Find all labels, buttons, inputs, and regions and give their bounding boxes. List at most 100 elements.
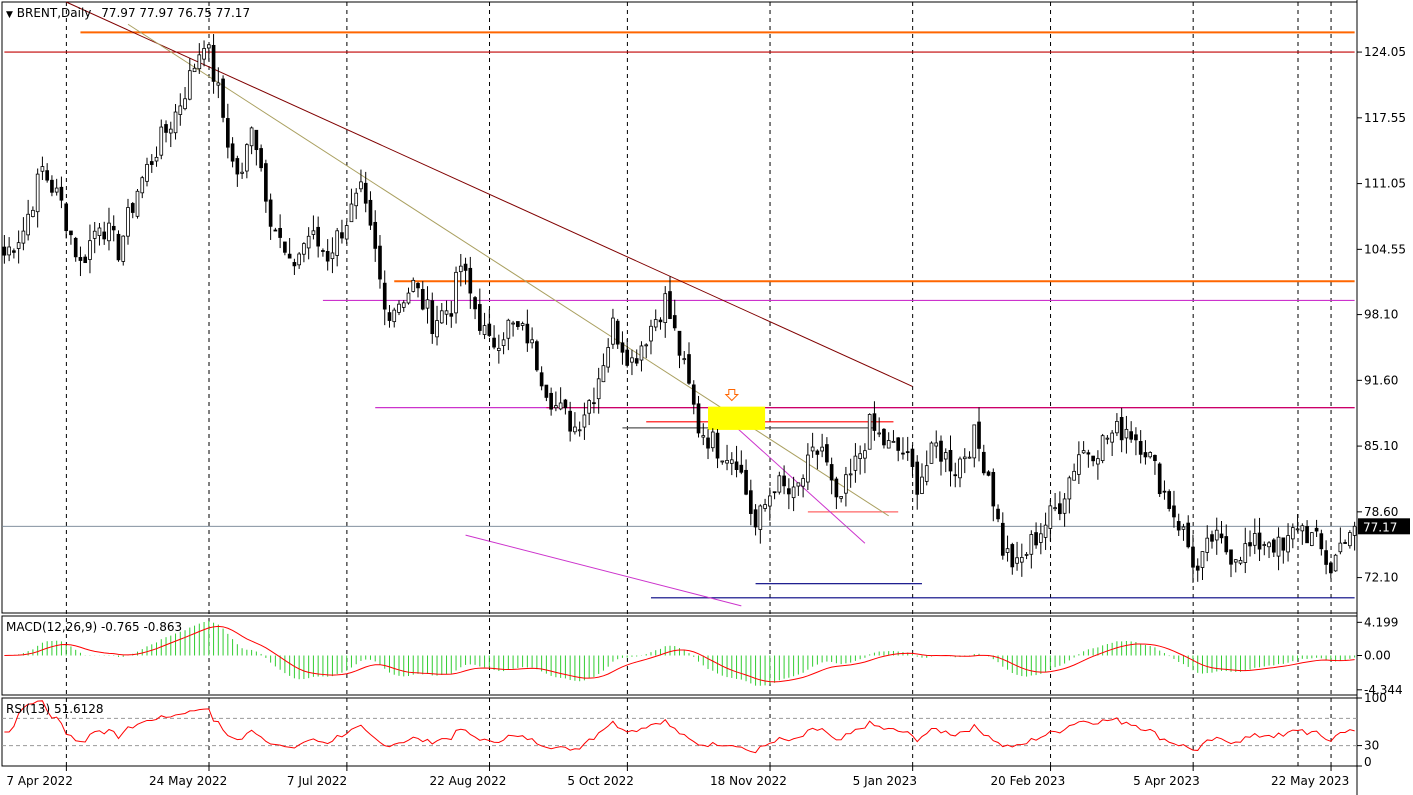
bear-candle <box>772 491 777 494</box>
bull-candle <box>891 440 896 443</box>
bull-candle <box>16 242 21 249</box>
macd-label: MACD(12,26,9) -0.765 -0.863 <box>6 620 183 634</box>
bull-candle <box>530 339 534 344</box>
bear-candle <box>1329 562 1333 574</box>
bear-candle <box>539 372 544 387</box>
bear-candle <box>896 437 901 451</box>
bull-candle <box>1214 529 1219 541</box>
bull-candle <box>126 207 130 237</box>
bull-candle <box>577 429 582 432</box>
bull-candle <box>653 319 658 328</box>
bull-candle <box>197 54 202 70</box>
bear-candle <box>149 161 154 165</box>
bear-candle <box>416 283 420 289</box>
bull-candle <box>21 230 26 244</box>
y-tick-label: 85.10 <box>1364 439 1398 453</box>
bear-candle <box>696 403 701 434</box>
bear-candle <box>1186 522 1191 548</box>
bull-candle <box>720 460 725 463</box>
bull-candle <box>1072 470 1076 481</box>
bull-candle <box>920 476 924 494</box>
bull-candle <box>1290 527 1295 540</box>
rsi-y-tick-label: 100 <box>1364 691 1387 705</box>
bear-candle <box>748 490 753 514</box>
bear-candle <box>687 354 691 384</box>
bear-candle <box>706 437 710 449</box>
bear-candle <box>939 440 943 462</box>
bull-candle <box>454 271 458 314</box>
bear-candle <box>549 392 553 410</box>
bear-candle <box>273 229 278 232</box>
bear-candle <box>1224 536 1229 553</box>
bear-candle <box>221 78 225 118</box>
bull-candle <box>924 465 929 482</box>
bull-candle <box>573 426 577 433</box>
bear-candle <box>981 451 986 474</box>
bear-candle <box>316 226 320 247</box>
bear-candle <box>430 300 435 335</box>
bear-candle <box>1229 549 1233 565</box>
bear-candle <box>473 297 477 310</box>
bear-candle <box>378 245 382 280</box>
bull-candle <box>777 475 782 493</box>
bear-candle <box>1257 532 1262 550</box>
bear-candle <box>953 474 958 477</box>
x-tick-label: 5 Oct 2022 <box>567 774 634 788</box>
bull-candle <box>587 400 591 414</box>
dropdown-arrow-icon[interactable]: ▼ <box>6 10 13 20</box>
bear-candle <box>901 452 905 455</box>
x-tick-label: 18 Nov 2022 <box>710 774 787 788</box>
bull-candle <box>801 478 805 487</box>
bull-candle <box>1124 428 1129 439</box>
bull-candle <box>511 322 515 325</box>
bear-candle <box>1319 533 1324 550</box>
bull-candle <box>425 299 430 309</box>
bear-candle <box>1167 491 1172 509</box>
bear-candle <box>1119 417 1124 441</box>
bull-candle <box>943 452 948 460</box>
bull-candle <box>929 442 934 464</box>
bear-candle <box>230 143 235 162</box>
bear-candle <box>64 203 69 232</box>
x-tick-label: 24 May 2022 <box>149 774 227 788</box>
ohlc-values: 77.97 77.97 76.75 77.17 <box>101 6 251 20</box>
price-overlays <box>2 1 1357 607</box>
bull-candle <box>867 414 872 450</box>
bear-candle <box>164 124 168 133</box>
bear-candle <box>1157 463 1162 495</box>
x-tick-label: 22 Aug 2022 <box>430 774 507 788</box>
bull-candle <box>154 156 159 162</box>
bear-candle <box>516 321 520 327</box>
bull-candle <box>121 235 126 262</box>
bull-candle <box>1115 420 1119 434</box>
bear-candle <box>677 330 682 356</box>
rsi-line <box>4 700 1355 754</box>
bear-candle <box>1343 542 1347 544</box>
bear-candle <box>1058 503 1062 515</box>
main-panel-frame <box>1 1 1358 614</box>
bull-candle <box>297 253 301 266</box>
bull-candle <box>482 325 487 335</box>
bear-candle <box>1138 441 1143 455</box>
bull-candle <box>31 209 35 217</box>
bull-candle <box>962 456 967 460</box>
bull-candle <box>934 442 939 447</box>
bull-candle <box>406 292 411 304</box>
bull-candle <box>596 378 601 400</box>
bear-candle <box>1091 455 1095 462</box>
bear-candle <box>1129 431 1133 440</box>
symbol-label: BRENT,Daily <box>16 6 92 20</box>
bear-candle <box>463 263 468 271</box>
bull-candle <box>1233 559 1238 563</box>
bull-candle <box>1110 432 1114 443</box>
bull-candle <box>202 48 206 60</box>
candlestick-series <box>2 34 1357 583</box>
bull-candle <box>820 446 824 452</box>
bull-candle <box>359 181 363 190</box>
macd-y-tick-label: 4.199 <box>1364 615 1398 629</box>
bull-candle <box>392 309 397 323</box>
bear-candle <box>1176 521 1181 531</box>
bull-candle <box>411 279 416 292</box>
bear-candle <box>991 471 996 507</box>
